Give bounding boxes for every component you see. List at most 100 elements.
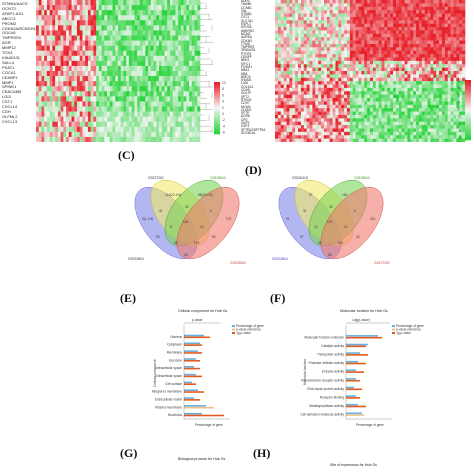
- heatmap-cell: [341, 114, 345, 119]
- heatmap-cell: [183, 25, 187, 31]
- heatmap-cell: [323, 138, 328, 142]
- heatmap-cell: [370, 23, 374, 28]
- heatmap-cell: [421, 111, 425, 116]
- heatmap-cell: [169, 101, 173, 107]
- heatmap-cell: [447, 131, 451, 136]
- heatmap-cell: [283, 104, 287, 109]
- gene-label: CST1: [241, 15, 250, 20]
- heatmap-cell: [118, 101, 122, 107]
- heatmap-cell: [180, 40, 184, 46]
- heatmap-cell: [312, 57, 316, 62]
- heatmap-cell: [280, 13, 284, 18]
- heatmap-cell: [112, 25, 116, 31]
- heatmap-cell: [115, 60, 119, 67]
- heatmap-cell: [303, 67, 307, 72]
- heatmap-cell: [341, 47, 345, 52]
- heatmap-cell: [367, 74, 371, 79]
- heatmap-cell: [395, 121, 400, 126]
- heatmap-cell: [404, 64, 408, 68]
- heatmap-cell: [49, 101, 53, 107]
- heatmap-cell: [55, 0, 59, 6]
- heatmap-cell: [98, 55, 102, 62]
- heatmap-cell: [109, 126, 113, 133]
- heatmap-cell: [283, 64, 287, 68]
- heatmap-cell: [309, 104, 313, 109]
- gene-label: COL1A1: [241, 84, 254, 89]
- heatmap-cell: [416, 128, 420, 133]
- heatmap-cell: [46, 76, 50, 82]
- heatmap-cell: [462, 3, 466, 8]
- heatmap-cell: [421, 64, 425, 68]
- heatmap-cell: [364, 30, 368, 35]
- heatmap-cell: [74, 91, 78, 97]
- heatmap-cell: [326, 27, 330, 31]
- heatmap-cell: [401, 131, 405, 136]
- heatmap-cell: [123, 50, 127, 57]
- heatmap-cell: [277, 54, 282, 58]
- heatmap-cell: [275, 23, 279, 28]
- heatmap-cell: [292, 114, 296, 119]
- heatmap-cell: [275, 10, 279, 14]
- heatmap-cell: [139, 106, 143, 112]
- heatmap-cell: [401, 60, 405, 65]
- heatmap-cell: [90, 116, 94, 123]
- heatmap-cell: [462, 131, 466, 136]
- bar-left-subtitle: p-value: [192, 318, 203, 322]
- heatmap-cell: [79, 96, 83, 102]
- heatmap-cell: [344, 0, 348, 4]
- legend-swatch: [214, 90, 220, 93]
- heatmap-cell: [148, 91, 152, 97]
- heatmap-cell: [416, 118, 420, 123]
- heatmap-cell: [401, 16, 405, 21]
- heatmap-cell: [306, 27, 310, 31]
- heatmap-cell: [335, 111, 339, 116]
- heatmap-cell: [349, 104, 354, 109]
- heatmap-cell: [150, 86, 154, 92]
- bar-left-legend-1: Percentage of gene: [236, 324, 264, 328]
- heatmap-cell: [68, 15, 72, 21]
- heatmap-cell: [436, 54, 440, 58]
- heatmap-cell: [381, 40, 385, 45]
- heatmap-cell: [93, 5, 97, 11]
- heatmap-cell: [101, 5, 105, 11]
- heatmap-cell: [156, 35, 160, 41]
- heatmap-cell: [164, 40, 168, 46]
- heatmap-cell: [148, 101, 152, 107]
- heatmap-cell: [447, 33, 451, 38]
- heatmap-cell: [424, 3, 428, 8]
- heatmap-cell: [372, 135, 377, 139]
- heatmap-cell: [346, 101, 351, 106]
- heatmap-cell: [433, 64, 437, 68]
- heatmap-cell: [161, 131, 165, 138]
- heatmap-cell: [450, 104, 454, 109]
- heatmap-cell: [109, 0, 113, 6]
- heatmap-cell: [159, 40, 163, 46]
- heatmap-cell: [309, 131, 313, 136]
- heatmap-cell: [418, 138, 423, 142]
- heatmap-cell: [436, 135, 440, 139]
- heatmap-cell: [134, 76, 138, 82]
- heatmap-cell: [79, 126, 83, 133]
- heatmap-cell: [321, 50, 325, 55]
- heatmap-cell: [384, 108, 388, 112]
- heatmap-cell: [289, 94, 293, 99]
- heatmap-cell: [424, 121, 428, 126]
- heatmap-cell: [433, 40, 437, 45]
- heatmap-cell: [318, 20, 322, 24]
- heatmap-cell: [303, 57, 307, 62]
- heatmap-cell: [413, 91, 417, 95]
- heatmap-cell: [169, 131, 173, 138]
- heatmap-cell: [52, 121, 56, 128]
- heatmap-cell: [275, 111, 279, 116]
- heatmap-cell: [186, 65, 190, 72]
- heatmap-cell: [101, 86, 105, 92]
- heatmap-cell: [335, 33, 339, 38]
- heatmap-cell: [349, 118, 354, 123]
- heatmap-cell: [456, 118, 460, 123]
- heatmap-cell: [134, 106, 138, 112]
- heatmap-cell: [303, 3, 307, 8]
- heatmap-cell: [123, 10, 127, 16]
- heatmap-cell: [393, 111, 397, 116]
- heatmap-cell: [101, 101, 105, 107]
- heatmap-cell: [352, 101, 356, 106]
